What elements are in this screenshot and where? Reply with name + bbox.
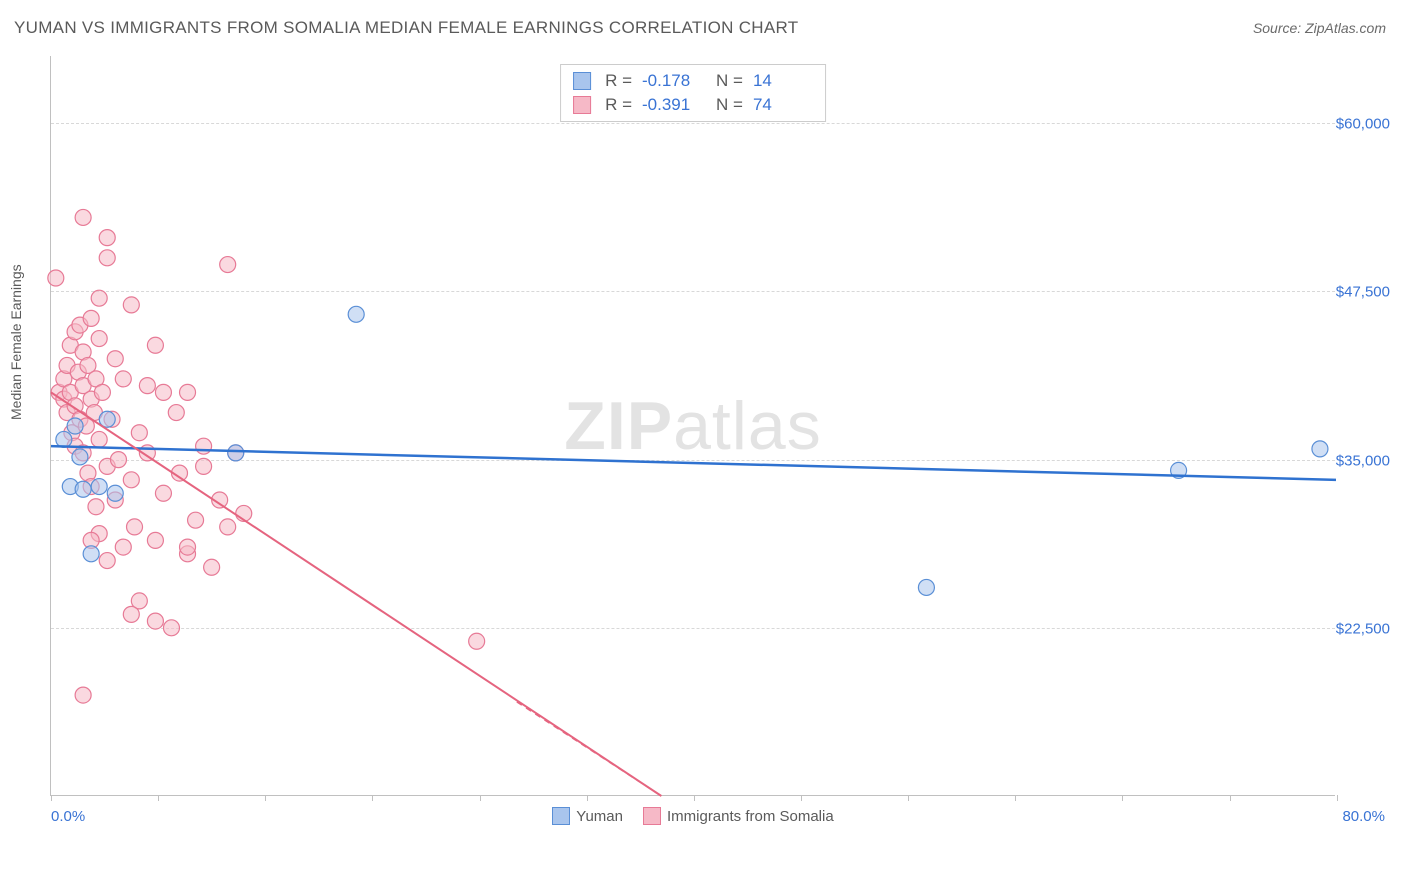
data-point [99,230,115,246]
data-point [180,384,196,400]
data-point [127,519,143,535]
data-point [220,519,236,535]
data-point [163,620,179,636]
x-tick [801,795,802,801]
data-point [196,458,212,474]
data-point [147,337,163,353]
data-point [83,546,99,562]
data-point [155,485,171,501]
legend-label-yuman: Yuman [576,808,623,825]
data-point [91,331,107,347]
x-tick [1122,795,1123,801]
legend-swatch-yuman [573,72,591,90]
series-legend: Yuman Immigrants from Somalia [51,807,1335,825]
legend-row-somalia: R = -0.391 N = 74 [573,93,813,117]
y-tick-label: $47,500 [1336,284,1390,301]
data-point [123,472,139,488]
n-label: N = [716,71,743,91]
r-label: R = [605,95,632,115]
data-point [91,479,107,495]
chart-container: ZIPatlas $60,000$47,500$35,000$22,500 R … [45,56,1385,796]
trend-line [51,446,1336,480]
n-value-yuman: 14 [753,71,813,91]
data-point [196,438,212,454]
data-point [220,257,236,273]
y-tick-label: $22,500 [1336,620,1390,637]
data-point [75,687,91,703]
data-point [107,351,123,367]
data-point [123,606,139,622]
data-point [48,270,64,286]
data-point [469,633,485,649]
data-point [147,532,163,548]
data-point [72,449,88,465]
x-axis-max-label: 80.0% [1342,808,1385,825]
r-value-somalia: -0.391 [642,95,702,115]
data-point [188,512,204,528]
legend-item-somalia: Immigrants from Somalia [643,807,834,825]
legend-swatch-icon [643,807,661,825]
data-point [147,613,163,629]
x-tick [1015,795,1016,801]
r-label: R = [605,71,632,91]
data-point [155,384,171,400]
data-point [204,559,220,575]
data-point [91,290,107,306]
x-tick [1337,795,1338,801]
data-point [99,553,115,569]
data-point [168,405,184,421]
legend-swatch-somalia [573,96,591,114]
data-point [918,579,934,595]
data-point [348,306,364,322]
x-tick [587,795,588,801]
x-tick [694,795,695,801]
data-point [99,250,115,266]
data-point [228,445,244,461]
data-point [139,378,155,394]
data-point [115,371,131,387]
x-tick [908,795,909,801]
chart-title: YUMAN VS IMMIGRANTS FROM SOMALIA MEDIAN … [14,18,798,38]
data-point [123,297,139,313]
data-point [75,481,91,497]
y-tick-label: $35,000 [1336,452,1390,469]
x-tick [480,795,481,801]
data-point [83,310,99,326]
data-point [91,431,107,447]
y-axis-label: Median Female Earnings [8,264,24,420]
legend-row-yuman: R = -0.178 N = 14 [573,69,813,93]
y-tick-label: $60,000 [1336,116,1390,133]
x-tick [372,795,373,801]
data-point [94,384,110,400]
data-point [110,452,126,468]
n-label: N = [716,95,743,115]
chart-header: YUMAN VS IMMIGRANTS FROM SOMALIA MEDIAN … [0,0,1406,46]
legend-label-somalia: Immigrants from Somalia [667,808,834,825]
x-tick [265,795,266,801]
data-point [75,209,91,225]
x-tick [1230,795,1231,801]
data-point [131,425,147,441]
plot-area: ZIPatlas $60,000$47,500$35,000$22,500 R … [50,56,1335,796]
legend-item-yuman: Yuman [552,807,623,825]
data-point [67,418,83,434]
legend-swatch-icon [552,807,570,825]
x-tick [158,795,159,801]
data-point [107,485,123,501]
r-value-yuman: -0.178 [642,71,702,91]
data-point [1312,441,1328,457]
data-point [115,539,131,555]
n-value-somalia: 74 [753,95,813,115]
data-point [56,431,72,447]
scatter-svg [51,56,1335,795]
correlation-legend: R = -0.178 N = 14 R = -0.391 N = 74 [560,64,826,122]
x-tick [51,795,52,801]
data-point [88,499,104,515]
source-attribution: Source: ZipAtlas.com [1253,20,1386,36]
data-point [180,539,196,555]
